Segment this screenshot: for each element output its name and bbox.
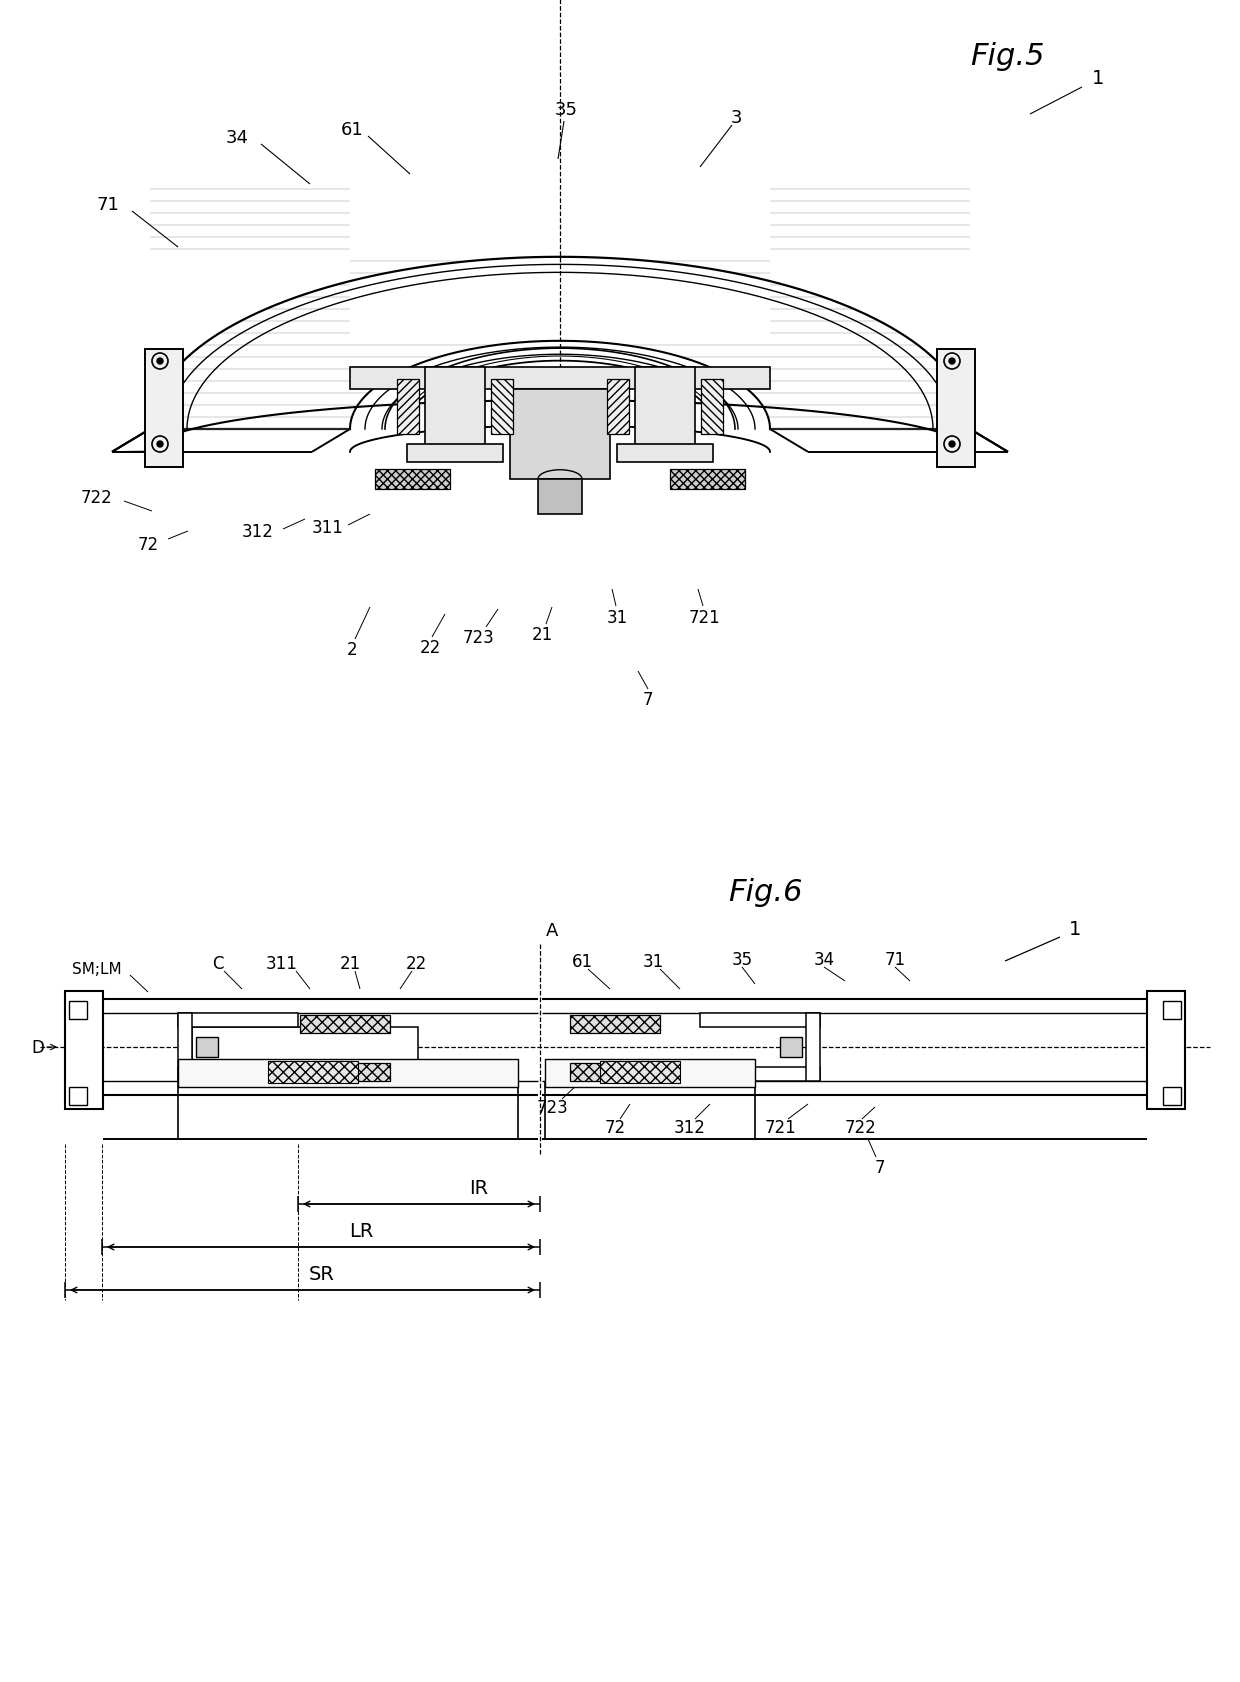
Bar (701, 380, 723, 434)
Text: 7: 7 (874, 1159, 885, 1176)
Bar (546, 1060, 755, 1087)
Text: 7: 7 (642, 691, 653, 708)
Text: 21: 21 (532, 626, 553, 644)
Text: 35: 35 (554, 101, 578, 119)
Bar (179, 1013, 192, 1082)
Bar (69, 1087, 87, 1105)
Bar (179, 1068, 298, 1082)
Bar (806, 1013, 820, 1082)
Text: 71: 71 (97, 195, 119, 214)
Bar (510, 390, 610, 479)
Text: 72: 72 (604, 1119, 625, 1137)
Bar (374, 469, 450, 489)
Text: 1: 1 (1091, 69, 1104, 87)
Text: 34: 34 (813, 950, 835, 969)
Bar (618, 444, 713, 463)
Text: C: C (212, 954, 223, 972)
Bar (635, 368, 694, 447)
Circle shape (949, 442, 955, 447)
Text: 311: 311 (312, 518, 343, 537)
Bar (64, 991, 103, 1110)
Bar (300, 1063, 391, 1082)
Text: 721: 721 (764, 1119, 796, 1137)
Bar (701, 1013, 820, 1028)
Bar (701, 1068, 820, 1082)
Text: 1: 1 (1069, 920, 1081, 939)
Bar (268, 1061, 358, 1083)
Bar (425, 368, 485, 447)
Text: 71: 71 (884, 950, 905, 969)
Bar (192, 1028, 418, 1065)
Bar (608, 380, 629, 434)
Text: 2: 2 (347, 641, 357, 659)
Bar (196, 1038, 218, 1058)
Text: 312: 312 (242, 523, 274, 540)
Text: 21: 21 (340, 954, 361, 972)
Bar (937, 350, 975, 468)
Bar (600, 1061, 680, 1083)
Text: 722: 722 (81, 489, 113, 506)
Circle shape (157, 358, 162, 365)
Bar (538, 479, 582, 515)
Text: 722: 722 (844, 1119, 875, 1137)
Bar (491, 380, 513, 434)
Text: 723: 723 (463, 629, 494, 646)
Text: 22: 22 (419, 639, 440, 656)
Bar (300, 1016, 391, 1033)
Bar (1163, 1001, 1180, 1019)
Text: 72: 72 (138, 535, 159, 553)
Bar (350, 368, 770, 390)
Bar (397, 380, 419, 434)
Bar (407, 444, 503, 463)
Text: D: D (31, 1038, 43, 1056)
Text: 61: 61 (341, 121, 363, 140)
Text: Fig.6: Fig.6 (728, 878, 802, 907)
Bar (570, 1063, 660, 1082)
Text: 22: 22 (405, 954, 427, 972)
Bar (145, 350, 184, 468)
Text: SM;LM: SM;LM (72, 962, 122, 977)
Text: 311: 311 (267, 954, 298, 972)
Text: SR: SR (309, 1265, 335, 1283)
Text: 31: 31 (642, 952, 663, 971)
Text: 3: 3 (730, 109, 742, 126)
Circle shape (157, 442, 162, 447)
Bar (69, 1001, 87, 1019)
Bar (1147, 991, 1185, 1110)
Circle shape (949, 358, 955, 365)
Text: 34: 34 (226, 130, 248, 146)
Text: IR: IR (470, 1179, 489, 1198)
Text: 721: 721 (689, 609, 720, 627)
Bar (179, 1060, 518, 1087)
Text: 723: 723 (537, 1098, 569, 1117)
Bar (1163, 1087, 1180, 1105)
Text: Fig.5: Fig.5 (970, 42, 1044, 71)
Bar (670, 469, 745, 489)
Text: A: A (546, 922, 558, 940)
Text: 35: 35 (732, 950, 753, 969)
Text: 31: 31 (606, 609, 627, 627)
Text: 312: 312 (675, 1119, 706, 1137)
Bar (780, 1038, 802, 1058)
Text: LR: LR (348, 1221, 373, 1241)
Text: 61: 61 (572, 952, 593, 971)
Bar (570, 1016, 660, 1033)
Bar (179, 1013, 298, 1028)
